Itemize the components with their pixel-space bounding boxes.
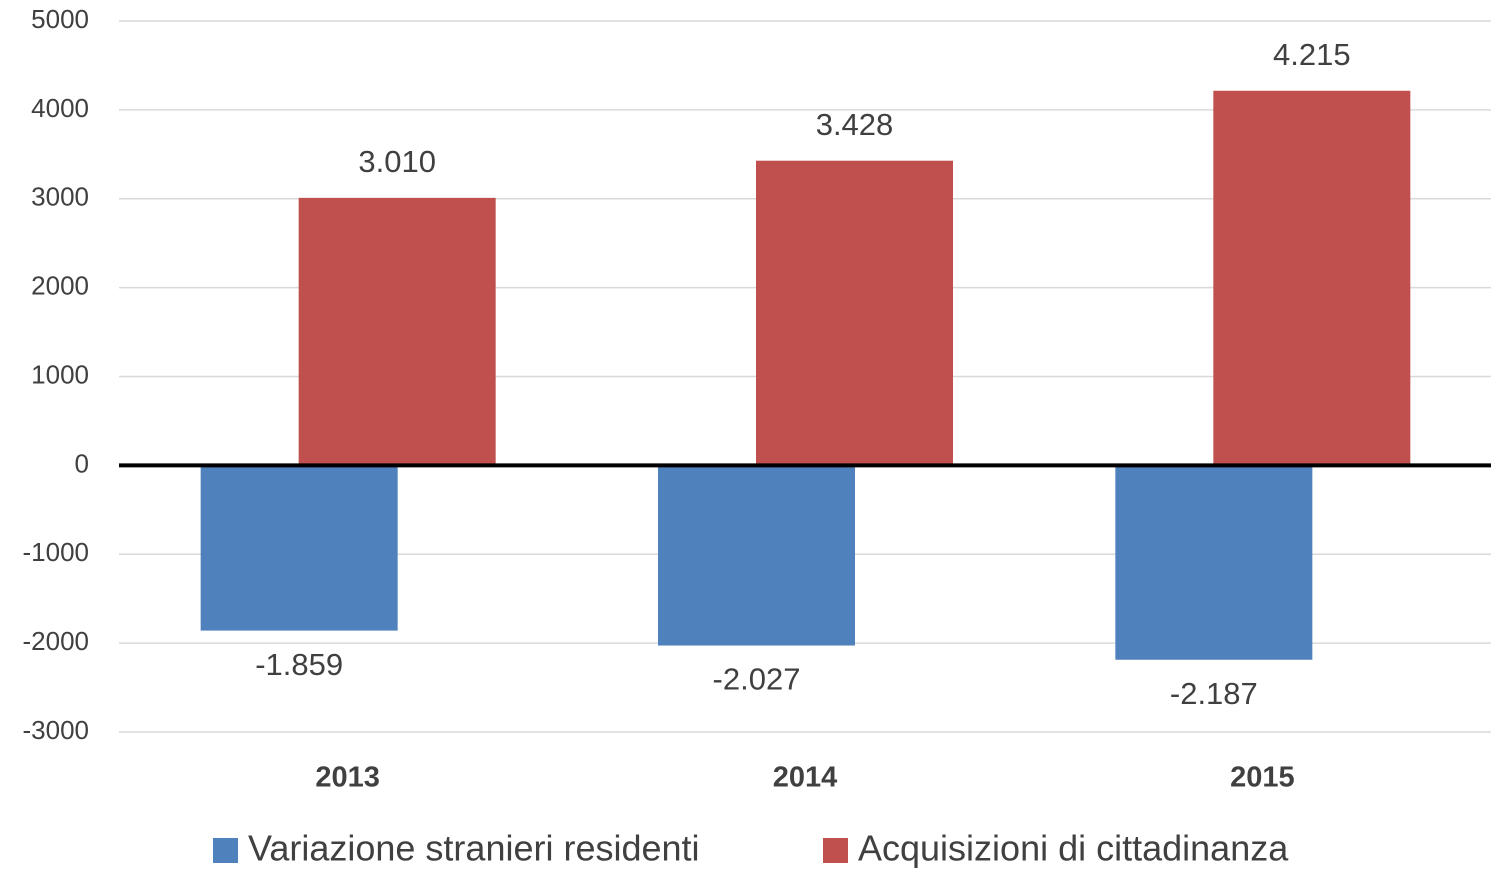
- x-tick-label: 2015: [1230, 762, 1295, 794]
- y-tick-label: 5000: [31, 4, 89, 34]
- bar: [298, 197, 496, 466]
- y-tick-label: 1000: [31, 359, 89, 389]
- data-label: 3.010: [358, 144, 436, 179]
- x-tick-label: 2014: [773, 762, 838, 794]
- data-label: -1.859: [255, 647, 343, 682]
- y-tick-label: -2000: [23, 626, 90, 656]
- bar: [658, 465, 855, 646]
- data-label: 4.215: [1273, 37, 1351, 72]
- y-tick-label: -3000: [23, 715, 90, 745]
- data-label: -2.027: [713, 662, 801, 697]
- bar: [1213, 90, 1411, 466]
- y-tick-label: -1000: [23, 537, 90, 567]
- y-tick-label: 3000: [31, 182, 89, 212]
- y-tick-label: 4000: [31, 93, 89, 123]
- legend-swatch: [823, 838, 848, 863]
- y-tick-label: 2000: [31, 271, 89, 301]
- bar: [200, 465, 398, 631]
- legend-label: Acquisizioni di cittadinanza: [858, 828, 1289, 869]
- data-label: 3.428: [816, 107, 894, 142]
- data-label: -2.187: [1170, 676, 1258, 711]
- x-tick-label: 2013: [315, 762, 380, 794]
- legend-label: Variazione stranieri residenti: [248, 828, 700, 869]
- legend-swatch: [213, 838, 238, 863]
- bar: [756, 160, 953, 466]
- y-tick-label: 0: [75, 448, 89, 478]
- bar: [1115, 465, 1313, 660]
